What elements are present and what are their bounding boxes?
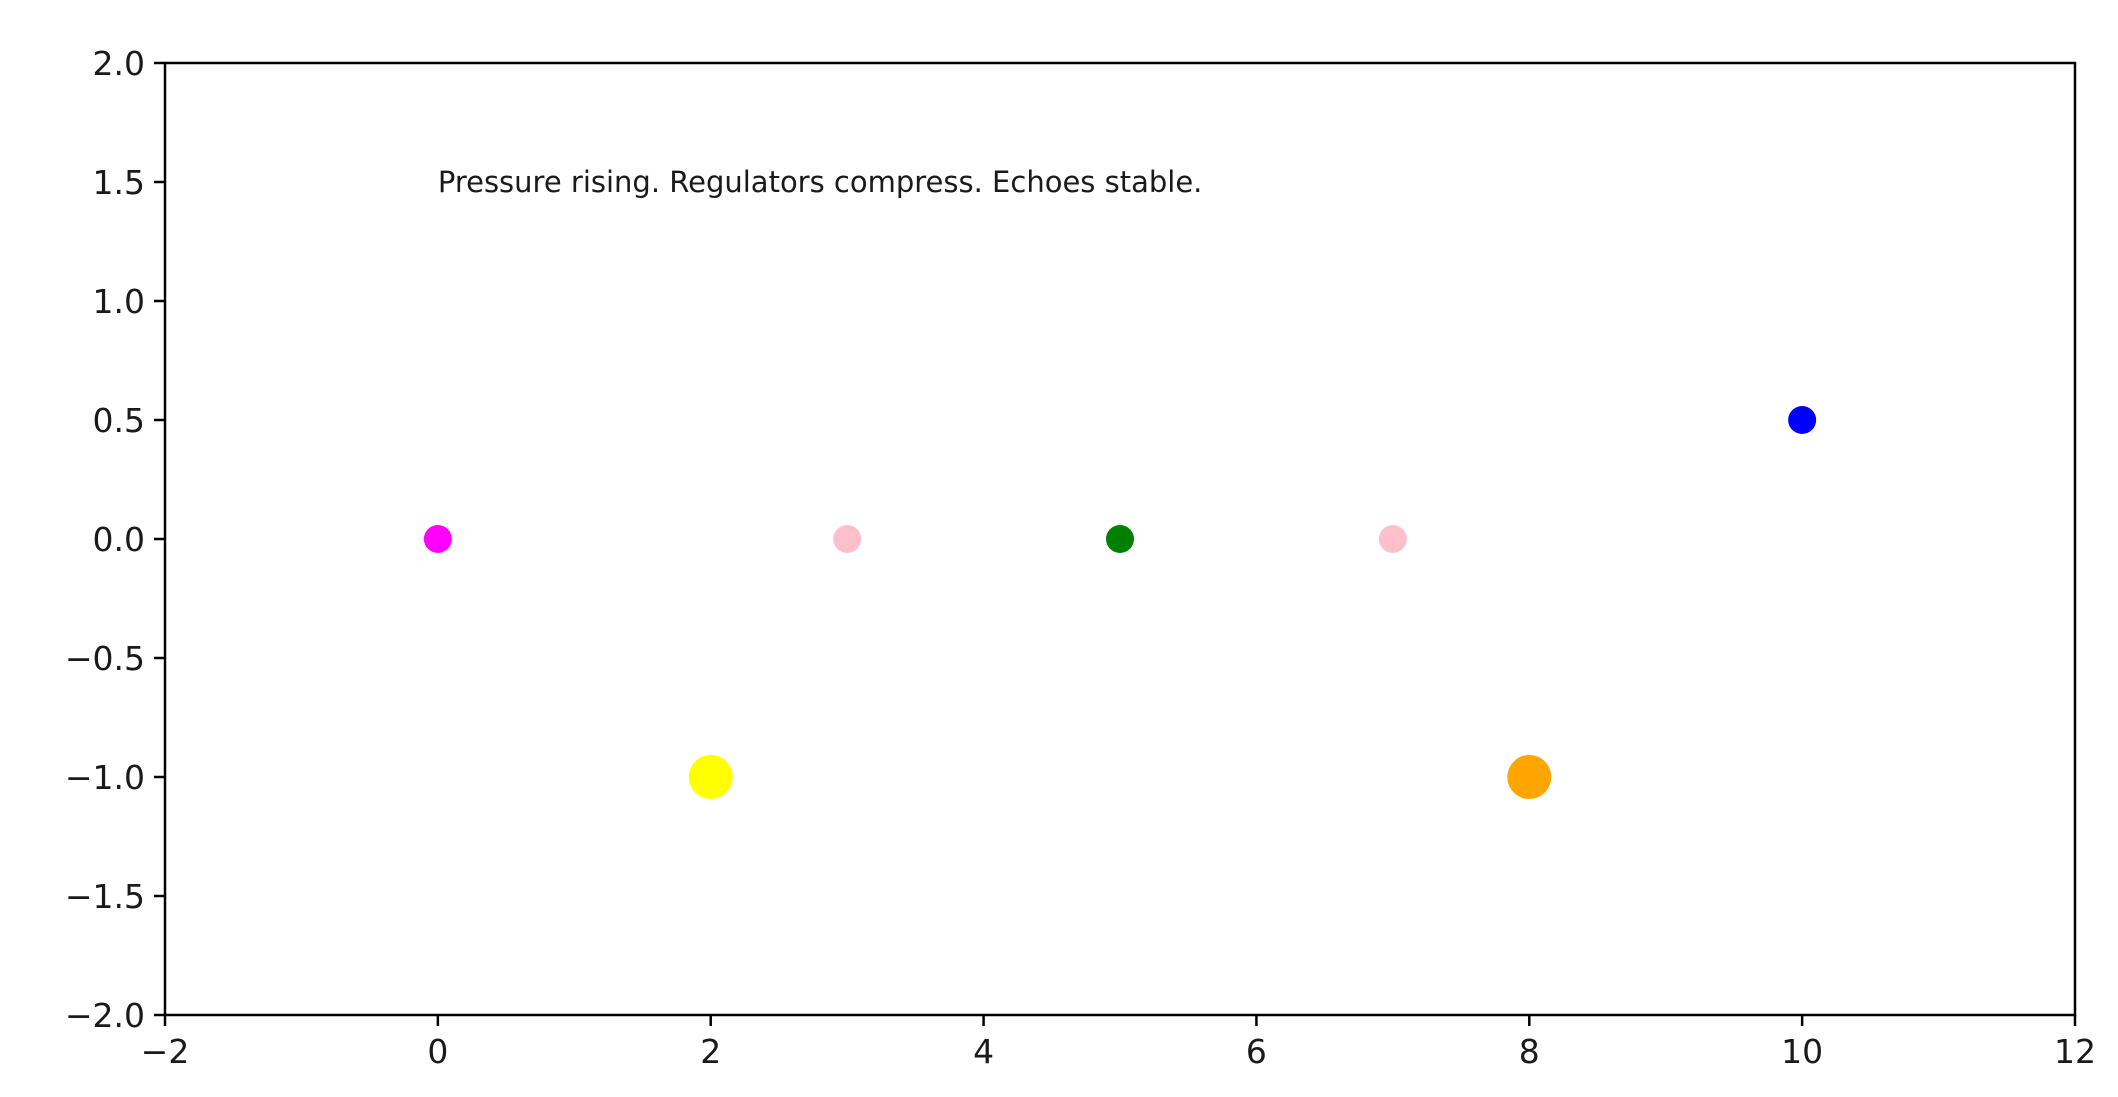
x-tick-label: 8 bbox=[1519, 1032, 1540, 1071]
scatter-point bbox=[688, 755, 733, 799]
y-tick-label: 0.0 bbox=[93, 520, 145, 559]
y-tick-label: 0.5 bbox=[93, 401, 145, 440]
x-tick-label: 10 bbox=[1781, 1032, 1823, 1071]
y-tick-label: −1.5 bbox=[65, 877, 145, 916]
y-axis: 2.0 1.5 1.0 0.5 0.0 −0.5 −1.0 −1.5 −2.0 bbox=[65, 44, 165, 1035]
scatter-point bbox=[1507, 755, 1552, 799]
x-tick-label: 0 bbox=[427, 1032, 448, 1071]
scatter-point bbox=[1106, 525, 1134, 553]
scatter-point bbox=[833, 525, 862, 553]
x-tick-label: 12 bbox=[2054, 1032, 2096, 1071]
y-tick-label: 2.0 bbox=[93, 44, 145, 83]
y-tick-label: −0.5 bbox=[65, 639, 145, 678]
data-points bbox=[423, 406, 1817, 799]
x-tick-label: 2 bbox=[700, 1032, 721, 1071]
scatter-point bbox=[1378, 525, 1407, 553]
scatter-point bbox=[1788, 406, 1817, 434]
x-tick-label: 6 bbox=[1246, 1032, 1267, 1071]
annotation-layer: Pressure rising. Regulators compress. Ec… bbox=[438, 165, 1203, 199]
y-tick-label: 1.5 bbox=[93, 163, 145, 202]
y-tick-label: −1.0 bbox=[65, 758, 145, 797]
plot-frame bbox=[163, 61, 2077, 1017]
x-tick-label: −2 bbox=[141, 1032, 190, 1071]
x-tick-label: 4 bbox=[973, 1032, 994, 1071]
annotation-text: Pressure rising. Regulators compress. Ec… bbox=[438, 165, 1203, 199]
x-axis: −2 0 2 4 6 8 10 12 bbox=[141, 1015, 2096, 1071]
scatter-point bbox=[423, 525, 452, 553]
y-tick-label: 1.0 bbox=[93, 282, 145, 321]
y-tick-label: −2.0 bbox=[65, 996, 145, 1035]
